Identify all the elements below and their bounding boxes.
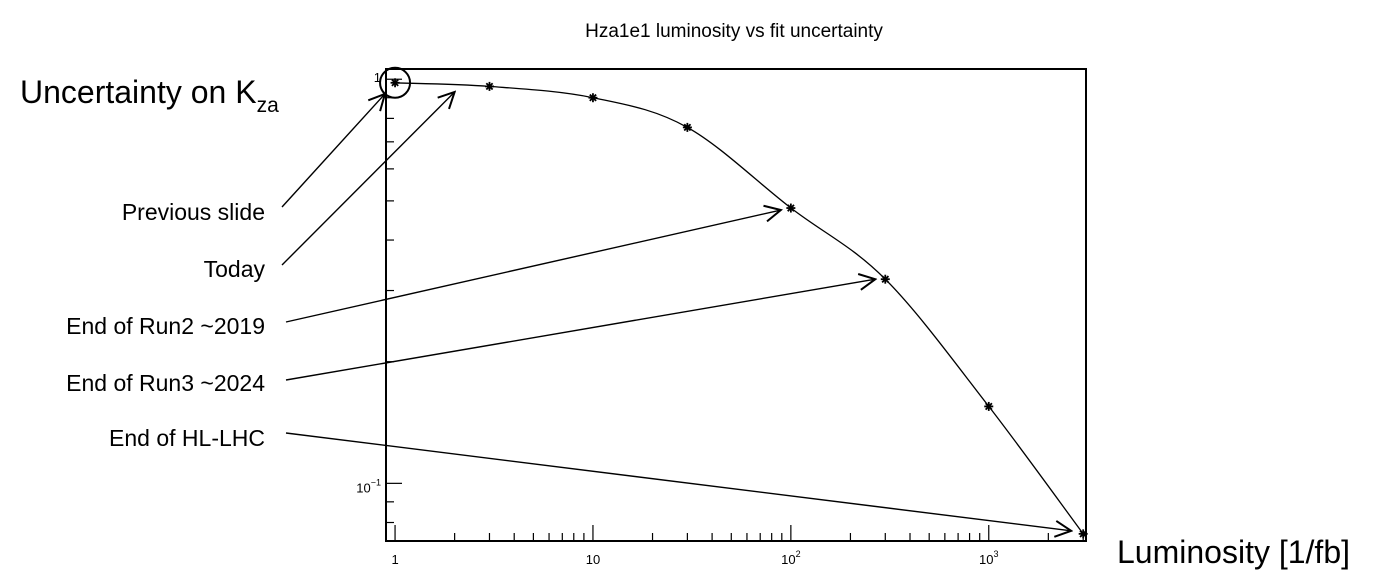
annotation-label: Today <box>204 256 266 282</box>
annotation-arrow <box>285 210 781 323</box>
annotation-label: End of Run3 ~2024 <box>66 370 265 396</box>
annotation: Previous slide <box>122 66 412 225</box>
x-axis-tick-labels: 1 10 102 103 <box>391 549 998 567</box>
annotation-arrow <box>285 279 875 381</box>
series-line <box>395 82 1084 535</box>
x-tick-label: 103 <box>979 549 998 567</box>
series-points <box>390 78 1088 539</box>
annotation-arrow <box>285 432 1071 531</box>
data-point <box>390 78 400 88</box>
x-axis-label: Luminosity [1/fb] <box>1117 534 1350 570</box>
plot-frame <box>385 68 1087 542</box>
data-point <box>484 81 494 91</box>
annotation: End of Run3 ~2024 <box>66 279 875 396</box>
y-axis-ticks <box>386 78 402 524</box>
x-tick-label: 10 <box>586 552 600 567</box>
data-point <box>682 122 692 132</box>
x-tick-label: 102 <box>781 549 800 567</box>
annotation: End of HL-LHC <box>109 425 1071 531</box>
y-axis-label-subscript: za <box>257 94 280 117</box>
data-point <box>1078 529 1088 539</box>
x-axis-ticks <box>394 525 1084 541</box>
y-axis-label: Uncertainty on Kza <box>20 74 279 117</box>
y-axis-tick-labels: 1 10−1 <box>356 70 381 495</box>
data-point <box>786 203 796 213</box>
annotation: End of Run2 ~2019 <box>66 210 781 339</box>
annotations: Previous slide Today End of Run2 ~2019 End … <box>66 66 1071 531</box>
data-point <box>984 401 994 411</box>
y-axis-label-main: Uncertainty on K <box>20 74 257 110</box>
annotation-label: End of HL-LHC <box>109 425 265 451</box>
y-tick-label: 10−1 <box>356 477 381 495</box>
annotation: Today <box>204 92 455 282</box>
data-point <box>880 274 890 284</box>
annotation-arrow <box>281 92 455 266</box>
data-point <box>588 93 598 103</box>
chart-title: Hza1e1 luminosity vs fit uncertainty <box>585 21 883 42</box>
highlight-circle <box>379 66 412 99</box>
x-tick-label: 1 <box>391 552 398 567</box>
annotation-label: End of Run2 ~2019 <box>66 313 265 339</box>
annotation-label: Previous slide <box>122 199 265 225</box>
y-tick-label: 1 <box>374 70 381 85</box>
annotation-arrow <box>281 94 385 208</box>
